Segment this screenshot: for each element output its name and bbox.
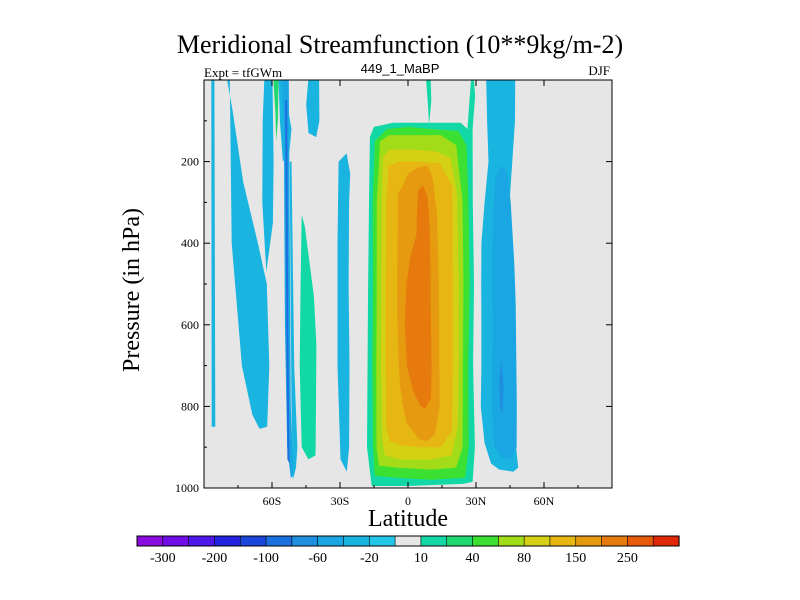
contour-region-18: [404, 185, 432, 409]
colorbar-swatch: [549, 535, 577, 547]
colorbar-label: -100: [253, 551, 279, 566]
colorbar-label: -300: [150, 551, 176, 566]
contour-region-6: [285, 100, 290, 464]
y-tick-label: 400: [181, 236, 199, 250]
colorbar-swatch: [265, 535, 293, 547]
contour-fills: [211, 80, 519, 486]
plot-area: [203, 79, 613, 489]
colorbar-label: 40: [466, 551, 480, 566]
x-tick-label: 30N: [466, 494, 487, 508]
colorbar-swatch: [239, 535, 267, 547]
x-tick-label: 60N: [534, 494, 555, 508]
y-tick-label: 200: [181, 155, 199, 169]
colorbar-label: 250: [617, 551, 638, 566]
contour-region-1: [227, 80, 270, 429]
colorbar-swatch: [394, 535, 422, 547]
colorbar-label: 150: [565, 551, 586, 566]
colorbar-swatch: [420, 535, 448, 547]
contour-region-9: [306, 80, 320, 138]
colorbar-swatch: [162, 535, 190, 547]
y-tick-label: 600: [181, 318, 199, 332]
y-axis: 200 400 600 800 1000: [175, 120, 612, 495]
contour-region-2: [262, 80, 274, 272]
colorbar-swatch: [652, 535, 680, 547]
colorbar-swatch: [601, 535, 628, 547]
colorbar: -300 -200 -100 -60 -20 10 40 80 150 250: [136, 535, 680, 566]
colorbar-swatch: [575, 535, 603, 547]
y-axis-label: Pressure (in hPa): [119, 208, 145, 372]
x-tick-label: 30S: [331, 494, 350, 508]
x-axis-label: Latitude: [368, 506, 448, 532]
run-label: 449_1_MaBP: [360, 61, 440, 76]
contour-region-0: [211, 80, 216, 427]
colorbar-swatch: [188, 535, 216, 547]
colorbar-swatch: [472, 535, 499, 547]
colorbar-swatch: [343, 535, 370, 547]
chart-title: Meridional Streamfunction (10**9kg/m-2): [176, 30, 624, 59]
colorbar-label: -60: [308, 551, 327, 566]
colorbar-frame: [136, 535, 680, 547]
contour-region-7: [289, 161, 298, 480]
colorbar-label: 10: [414, 551, 428, 566]
contour-region-8: [299, 214, 317, 460]
season-label: DJF: [588, 63, 610, 78]
x-tick-label: 0: [405, 494, 411, 508]
colorbar-swatch: [136, 535, 164, 547]
contour-region-12: [426, 80, 432, 125]
contour-region-20: [491, 165, 517, 460]
colorbar-swatch: [627, 535, 654, 547]
colorbar-swatch: [291, 535, 319, 547]
y-tick-label: 1000: [175, 481, 199, 495]
experiment-label: Expt = tfGWm: [204, 65, 283, 80]
colorbar-label: -20: [360, 551, 379, 566]
x-axis: 60S 30S 0 30N 60N: [203, 80, 613, 508]
x-tick-label: 60S: [263, 494, 282, 508]
colorbar-swatch: [214, 535, 241, 547]
colorbar-swatch: [317, 535, 345, 547]
y-tick-label: 800: [181, 399, 199, 413]
colorbar-swatch: [498, 535, 525, 547]
contour-region-3: [273, 80, 279, 142]
colorbar-swatch: [523, 535, 551, 547]
colorbar-label: 80: [517, 551, 531, 566]
colorbar-swatch: [368, 535, 396, 547]
contour-region-21: [499, 359, 504, 415]
contour-region-10: [337, 153, 351, 472]
colorbar-label: -200: [202, 551, 228, 566]
colorbar-swatch: [446, 535, 474, 547]
